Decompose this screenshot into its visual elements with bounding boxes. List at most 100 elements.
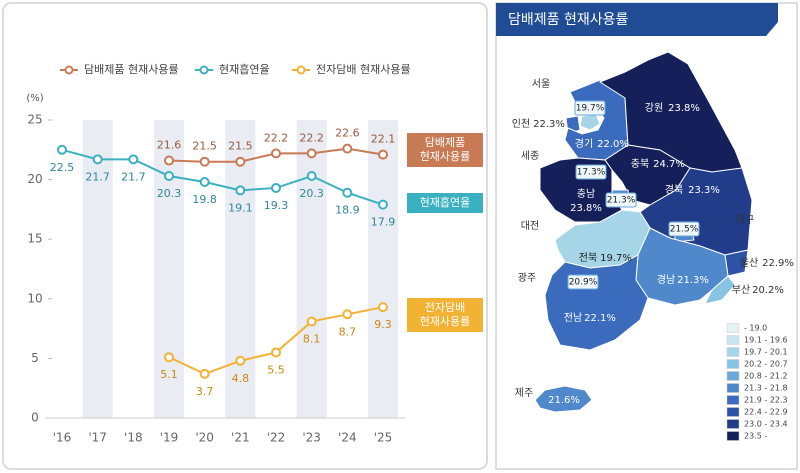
point: [199, 156, 210, 167]
legend-label: 담배제품 현재사용률: [84, 63, 179, 76]
point: [164, 352, 174, 363]
region-value: 17.3%: [577, 168, 606, 178]
legend-marker: [296, 65, 306, 75]
legend-label: 22.4 - 22.9: [744, 408, 788, 417]
legend-swatch: [726, 407, 740, 417]
legend-swatch: [726, 347, 740, 357]
data-label: 20.3: [299, 187, 324, 200]
year-band: [296, 120, 327, 418]
region-value: 20.9%: [569, 278, 598, 288]
value-box: [668, 221, 700, 237]
map-title: 담배제품 현재사용률: [508, 12, 628, 28]
data-label: 3.7: [196, 385, 214, 398]
point: [235, 185, 246, 196]
point: [235, 355, 246, 366]
point: [164, 171, 174, 182]
legend-swatch: [726, 383, 740, 393]
legend-label: - 19.0: [744, 324, 767, 333]
x-tick-label: '20: [195, 431, 214, 445]
point: [271, 148, 281, 159]
region-name: 인천: [512, 118, 530, 130]
region-name: 전남: [564, 312, 582, 324]
year-band: [154, 120, 184, 418]
region-name: 서울: [532, 78, 550, 90]
legend-marker: [199, 65, 209, 75]
legend-label: 23.0 - 23.4: [744, 420, 788, 429]
y-tick-label: 0: [31, 411, 39, 425]
x-tick-label: '21: [231, 431, 250, 445]
data-label: 19.1: [228, 201, 253, 214]
legend-label: 21.3 - 21.8: [744, 384, 788, 393]
data-label: 22.5: [50, 161, 75, 174]
legend-swatch: [726, 371, 740, 381]
x-tick-label: '17: [88, 431, 107, 445]
point: [92, 154, 103, 165]
point: [164, 155, 174, 166]
point: [57, 144, 67, 155]
data-label: 21.5: [192, 140, 217, 153]
x-tick-label: '18: [124, 431, 143, 445]
legend-label: 20.8 - 21.2: [744, 372, 788, 381]
end-label: 현재사용률: [420, 315, 471, 328]
legend-swatch: [726, 419, 740, 429]
point: [342, 309, 353, 320]
y-tick-label: 10: [27, 291, 42, 305]
region: [534, 385, 593, 413]
data-label: 8.1: [303, 332, 321, 345]
legend-swatch: [726, 359, 740, 369]
year-band: [368, 120, 398, 418]
end-label-box: [407, 298, 483, 332]
region-value: 21.6%: [548, 395, 580, 406]
y-tick-label: 15: [27, 232, 42, 246]
y-unit: (%): [26, 93, 43, 104]
region-name: 경북: [665, 183, 683, 196]
data-label: 9.3: [374, 318, 392, 331]
value-box: [605, 192, 637, 208]
region-name: 대구: [736, 214, 754, 226]
data-label: 22.2: [264, 131, 289, 144]
x-tick-label: '19: [160, 431, 179, 445]
point: [306, 171, 317, 182]
legend-label: 19.1 - 19.6: [744, 336, 788, 345]
map-title-bar: [496, 3, 778, 36]
legend-swatch: [726, 395, 740, 405]
y-tick-label: 20: [27, 172, 42, 186]
end-label: 전자담배: [425, 301, 465, 314]
region-name: 부산: [732, 284, 750, 296]
legend-swatch: [726, 335, 740, 345]
region-value: 22.1%: [584, 313, 616, 324]
legend-label: 21.9 - 22.3: [744, 396, 788, 405]
region-name: 전북: [579, 252, 597, 264]
end-label: 현재흡연율: [420, 195, 471, 209]
region-value: 19.7%: [576, 104, 605, 114]
x-tick-label: '22: [267, 431, 286, 445]
region-name: 대전: [521, 220, 539, 232]
data-label: 17.9: [371, 216, 396, 229]
region-name: 충남: [577, 188, 595, 200]
point: [378, 149, 388, 160]
year-band: [225, 120, 256, 418]
data-label: 22.1: [371, 133, 396, 146]
region-value: 19.7%: [600, 253, 632, 264]
data-label: 18.9: [335, 204, 360, 217]
data-label: 22.6: [335, 127, 360, 140]
region-name: 광주: [518, 272, 536, 284]
region-value: 21.3%: [677, 275, 709, 286]
legend-label: 23.5 -: [744, 432, 767, 441]
legend-label: 현재흡연율: [219, 62, 270, 76]
data-label: 19.3: [264, 199, 289, 212]
point: [271, 182, 281, 193]
region-name: 경기: [575, 137, 593, 150]
data-label: 4.8: [232, 372, 250, 385]
legend-label: 전자담배 현재사용률: [316, 63, 411, 76]
x-tick-label: '16: [53, 431, 72, 445]
region: [704, 275, 736, 305]
region-value: 21.3%: [607, 196, 636, 206]
legend-swatch: [726, 323, 740, 333]
legend-label: 20.2 - 20.7: [744, 360, 788, 369]
region-value: 22.0%: [597, 139, 629, 150]
data-label: 21.5: [228, 140, 253, 153]
